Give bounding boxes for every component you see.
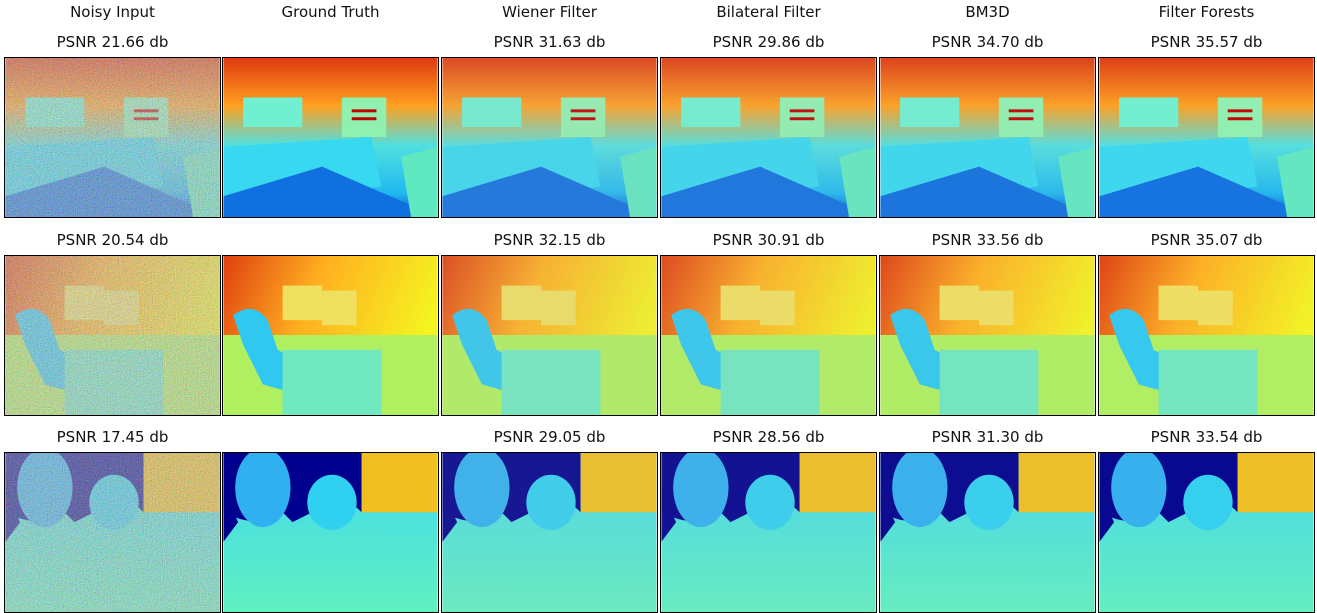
psnr-label: PSNR 29.86 db bbox=[660, 32, 877, 52]
psnr-label: PSNR 17.45 db bbox=[4, 427, 221, 447]
depth-image bbox=[4, 452, 221, 613]
depth-image bbox=[660, 452, 877, 613]
column-header: Bilateral Filter bbox=[660, 2, 877, 22]
depth-image bbox=[441, 255, 658, 416]
depth-image bbox=[222, 255, 439, 416]
image bbox=[880, 58, 1095, 217]
image bbox=[661, 256, 876, 415]
psnr-label: PSNR 20.54 db bbox=[4, 230, 221, 250]
psnr-label: PSNR 31.30 db bbox=[879, 427, 1096, 447]
column-header: Ground Truth bbox=[222, 2, 439, 22]
image bbox=[223, 453, 438, 612]
column-header: Wiener Filter bbox=[441, 2, 658, 22]
depth-image bbox=[660, 57, 877, 218]
psnr-label: PSNR 33.54 db bbox=[1098, 427, 1315, 447]
image bbox=[880, 256, 1095, 415]
image bbox=[442, 256, 657, 415]
column-header: Filter Forests bbox=[1098, 2, 1315, 22]
image bbox=[661, 58, 876, 217]
psnr-label: PSNR 35.07 db bbox=[1098, 230, 1315, 250]
depth-image bbox=[4, 57, 221, 218]
psnr-label: PSNR 32.15 db bbox=[441, 230, 658, 250]
depth-image bbox=[879, 57, 1096, 218]
depth-image bbox=[879, 452, 1096, 613]
depth-image bbox=[441, 452, 658, 613]
psnr-label: PSNR 31.63 db bbox=[441, 32, 658, 52]
image bbox=[5, 58, 220, 217]
image bbox=[5, 453, 220, 612]
depth-image bbox=[1098, 57, 1315, 218]
image bbox=[442, 453, 657, 612]
image bbox=[223, 256, 438, 415]
depth-image bbox=[222, 452, 439, 613]
depth-image bbox=[4, 255, 221, 416]
image bbox=[5, 256, 220, 415]
depth-image bbox=[660, 255, 877, 416]
image bbox=[880, 453, 1095, 612]
image bbox=[661, 453, 876, 612]
psnr-label: PSNR 29.05 db bbox=[441, 427, 658, 447]
depth-image bbox=[441, 57, 658, 218]
psnr-label: PSNR 33.56 db bbox=[879, 230, 1096, 250]
psnr-label: PSNR 21.66 db bbox=[4, 32, 221, 52]
figure: (() => { const data = JSON.parse(documen… bbox=[0, 0, 1317, 613]
depth-image bbox=[879, 255, 1096, 416]
column-header: Noisy Input bbox=[4, 2, 221, 22]
psnr-label: PSNR 35.57 db bbox=[1098, 32, 1315, 52]
image bbox=[223, 58, 438, 217]
image bbox=[442, 58, 657, 217]
depth-image bbox=[1098, 255, 1315, 416]
depth-image bbox=[1098, 452, 1315, 613]
psnr-label: PSNR 30.91 db bbox=[660, 230, 877, 250]
column-header: BM3D bbox=[879, 2, 1096, 22]
psnr-label: PSNR 34.70 db bbox=[879, 32, 1096, 52]
image bbox=[1099, 453, 1314, 612]
depth-image bbox=[222, 57, 439, 218]
image bbox=[1099, 58, 1314, 217]
psnr-label: PSNR 28.56 db bbox=[660, 427, 877, 447]
image bbox=[1099, 256, 1314, 415]
